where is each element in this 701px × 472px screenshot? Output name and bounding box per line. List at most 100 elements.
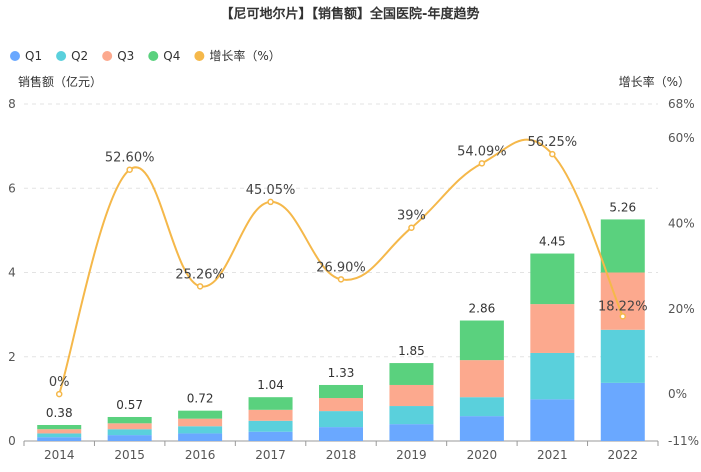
bar-Q4-2019: [389, 363, 434, 385]
y-left-tick-4: 8: [8, 97, 16, 111]
growth-point-2021: [549, 150, 556, 158]
growth-label-2017: 45.05%: [246, 183, 296, 198]
legend-marker-4: [194, 51, 205, 61]
bar-Q1-2019: [389, 424, 434, 441]
total-label-2018: 1.33: [328, 366, 355, 380]
y-axis-right-label: 增长率（%）: [619, 74, 690, 89]
total-labels: 0.38 0.57 0.72 1.04 1.33 1.85 2.86 4.45 5.26: [46, 200, 636, 420]
growth-label-2015: 52.60%: [105, 151, 155, 166]
bar-Q2-2021: [530, 352, 575, 400]
bar-Q3-2016: [178, 418, 223, 427]
y-left-tick-3: 6: [8, 181, 16, 195]
bar-Q1-2016: [178, 433, 223, 441]
growth-label-2018: 26.90%: [316, 260, 366, 275]
total-label-2016: 0.72: [187, 392, 214, 406]
legend: Q1 Q2 Q3 Q4 增长率（%）: [10, 48, 281, 63]
legend-marker-1: [56, 51, 67, 61]
legend-label-3: Q4: [163, 49, 180, 63]
y-right-tick-4: 60%: [668, 131, 695, 145]
growth-label-2016: 25.26%: [175, 267, 225, 282]
y-axis-left: 0 2 4 6 8: [8, 97, 16, 448]
bar-Q1-2021: [530, 399, 575, 441]
bar-Q3-2022: [600, 272, 645, 330]
bar-Q3-2015: [107, 423, 152, 430]
bar-Q3-2018: [319, 398, 363, 412]
bar-Q3-2019: [389, 384, 434, 407]
bar-Q1-2017: [248, 431, 293, 441]
legend-label-1: Q2: [71, 49, 88, 63]
total-label-2015: 0.57: [116, 398, 143, 412]
x-tick-label-2017: 2017: [255, 448, 286, 462]
bar-Q4-2018: [319, 384, 363, 399]
legend-label-0: Q1: [25, 49, 42, 63]
total-label-2021: 4.45: [539, 235, 566, 249]
bar-Q3-2014: [37, 429, 82, 434]
bar-Q2-2018: [319, 411, 363, 428]
chart-title: 【尼可地尔片】【销售额】全国医院-年度趋势: [221, 6, 480, 22]
bar-Q4-2017: [248, 397, 293, 410]
x-axis: 2014 2015 2016 2017 2018 2019 2020 2021 2022: [23, 440, 659, 462]
x-tick-label-2019: 2019: [396, 448, 427, 462]
growth-point-2022: [619, 313, 627, 320]
bar-Q2-2020: [459, 397, 504, 417]
bar-Q2-2015: [107, 429, 152, 436]
growth-point-2019: [408, 224, 415, 231]
y-left-tick-1: 2: [8, 350, 16, 364]
legend-label-4: 增长率（%）: [209, 48, 280, 63]
y-right-tick-3: 40%: [668, 216, 695, 230]
bar-Q4-2021: [530, 253, 575, 305]
bar-Q1-2022: [600, 382, 645, 441]
bar-Q2-2016: [178, 426, 223, 434]
bar-Q4-2015: [107, 416, 152, 424]
bar-Q3-2021: [530, 304, 575, 353]
legend-marker-2: [102, 51, 113, 61]
bar-Q2-2019: [389, 406, 434, 425]
growth-point-2018: [337, 276, 345, 283]
growth-label-2020: 54.09%: [457, 144, 507, 159]
bar-Q2-2022: [600, 329, 645, 383]
legend-marker-0: [10, 51, 20, 61]
total-label-2014: 0.38: [46, 406, 73, 420]
x-tick-label-2020: 2020: [467, 448, 498, 462]
bar-Q4-2022: [600, 219, 645, 273]
total-label-2019: 1.85: [398, 344, 425, 358]
y-axis-left-label: 销售额（亿元）: [18, 74, 102, 89]
bar-Q4-2016: [178, 410, 223, 419]
growth-point-2014: [55, 390, 63, 398]
growth-label-2021: 56.25%: [528, 135, 578, 150]
y-right-tick-0: -11%: [668, 434, 699, 448]
growth-label-2022: 18.22%: [598, 299, 648, 314]
bar-Q1-2014: [37, 437, 82, 441]
x-tick-label-2018: 2018: [326, 448, 357, 462]
growth-point-2017: [267, 198, 274, 206]
y-axis-right: -11% 0% 20% 40% 60% 68%: [668, 97, 699, 448]
y-right-tick-5: 68%: [668, 97, 695, 111]
x-tick-label-2021: 2021: [537, 448, 568, 462]
bar-Q1-2018: [319, 427, 363, 441]
growth-line-path: [58, 138, 624, 395]
bar-Q4-2020: [459, 320, 504, 361]
bar-Q4-2014: [37, 424, 82, 430]
x-tick-label-2015: 2015: [114, 448, 145, 462]
stacked-bars: [37, 219, 645, 441]
growth-label-2019: 39%: [397, 209, 426, 224]
legend-marker-3: [148, 51, 159, 61]
bar-Q2-2014: [37, 433, 82, 438]
y-left-tick-2: 4: [8, 266, 16, 280]
bar-Q1-2020: [459, 416, 504, 441]
total-label-2022: 5.26: [609, 200, 636, 214]
growth-point-2015: [126, 166, 133, 173]
bar-Q3-2017: [248, 409, 293, 421]
y-right-tick-2: 20%: [668, 302, 695, 316]
x-tick-label-2022: 2022: [608, 448, 639, 462]
x-tick-label-2014: 2014: [44, 448, 75, 462]
growth-point-2016: [196, 283, 204, 290]
bar-Q2-2017: [248, 420, 293, 432]
bar-Q1-2015: [107, 435, 152, 441]
growth-line: 0% 52.60% 25.26% 45.05% 26.90% 39% 54.09% 56.25…: [49, 135, 648, 398]
x-tick-label-2016: 2016: [185, 448, 216, 462]
y-left-tick-0: 0: [8, 434, 16, 448]
y-right-tick-1: 0%: [668, 387, 687, 401]
